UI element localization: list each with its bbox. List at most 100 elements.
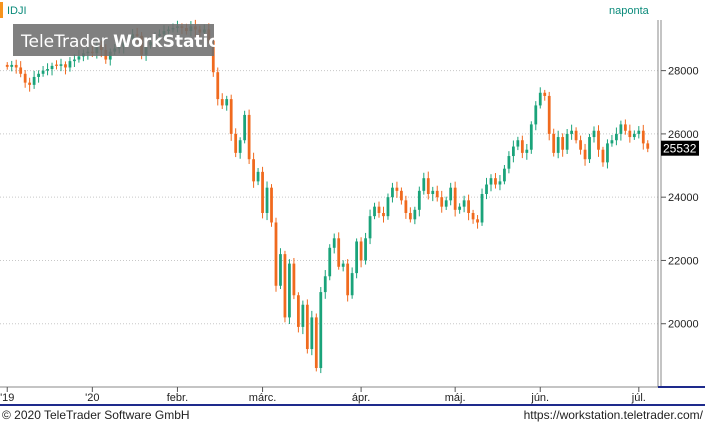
candle-body <box>229 99 233 134</box>
x-axis-labels: '19 '20 febr. márc. ápr. máj. jún. júl. <box>0 387 646 404</box>
y-tick-label: 24000 <box>668 192 699 204</box>
candle-body <box>422 178 426 191</box>
candle-body <box>400 190 403 201</box>
source-url[interactable]: https://workstation.teletrader.com/ <box>524 408 704 422</box>
candle-body <box>247 114 251 160</box>
candle-body <box>337 238 341 267</box>
watermark-text: TeleTrader WorkStation <box>20 32 232 52</box>
candlestick-series <box>5 19 650 374</box>
candle-body <box>431 190 435 195</box>
candle-body <box>55 64 58 66</box>
y-tick-label: 22000 <box>668 255 699 267</box>
candle-body <box>32 76 36 85</box>
candle-body <box>382 212 385 217</box>
candle-body <box>498 181 502 185</box>
candle-body <box>503 168 506 182</box>
y-tick-label: 28000 <box>668 66 699 78</box>
candle-body <box>426 178 430 195</box>
candle-body <box>364 238 367 261</box>
candle-body <box>395 187 399 191</box>
candle-body <box>386 197 390 217</box>
candle-body <box>5 64 9 67</box>
last-price-value: 25532 <box>663 142 697 156</box>
candle-body <box>592 130 596 138</box>
candle-body <box>283 254 287 318</box>
candle-body <box>73 59 76 62</box>
candle-body <box>274 222 278 286</box>
candle-body <box>243 114 247 141</box>
candle-body <box>265 187 269 213</box>
candle-body <box>574 130 578 141</box>
candle-body <box>632 133 636 138</box>
candle-body <box>368 216 372 239</box>
candle-body <box>319 292 323 369</box>
candle-body <box>547 95 551 134</box>
candle-body <box>59 64 63 66</box>
last-price-box <box>661 140 699 156</box>
interval-label[interactable]: naponta <box>609 5 650 17</box>
candle-body <box>623 124 627 131</box>
candle-body <box>323 276 327 293</box>
candle-body <box>494 178 497 185</box>
candle-body <box>37 73 40 77</box>
candle-body <box>641 130 645 144</box>
candle-body <box>579 140 582 150</box>
candle-body <box>211 40 215 73</box>
candle-body <box>23 73 27 83</box>
candle-body <box>350 273 354 296</box>
candle-body <box>561 137 565 150</box>
candle-body <box>538 92 542 106</box>
candle-body <box>480 194 484 223</box>
candle-body <box>332 238 336 248</box>
candle-body <box>41 70 45 74</box>
candle-body <box>252 159 255 182</box>
candle-body <box>305 304 309 350</box>
candle-body <box>288 263 291 318</box>
candle-body <box>588 137 591 160</box>
x-tick-label: júl. <box>631 392 646 404</box>
candle-body <box>417 190 421 210</box>
candle-body <box>583 149 587 160</box>
candle-body <box>471 212 475 220</box>
candle-body <box>516 140 520 147</box>
candle-body <box>359 241 363 261</box>
candle-body <box>225 99 229 106</box>
candle-body <box>328 247 332 277</box>
watermark-light: TeleTrader <box>20 32 113 52</box>
candle-body <box>346 263 350 296</box>
candle-body <box>46 69 49 71</box>
candle-body <box>314 317 318 369</box>
candle-body <box>220 99 224 106</box>
candle-body <box>261 171 264 213</box>
candle-body <box>14 64 18 68</box>
candle-body <box>270 187 273 223</box>
candle-body <box>19 67 23 74</box>
symbol-marker <box>0 2 3 18</box>
candle-body <box>64 64 67 68</box>
candle-body <box>341 263 345 267</box>
candle-body <box>279 254 282 286</box>
candle-body <box>444 200 448 207</box>
candle-body <box>238 140 242 153</box>
candle-body <box>404 200 408 213</box>
candle-body <box>355 241 359 274</box>
x-tick-label: '19 <box>0 392 14 404</box>
candle-body <box>28 82 32 85</box>
y-axis-labels: 20000 22000 24000 26000 28000 <box>661 66 699 331</box>
candle-body <box>234 133 238 153</box>
candle-body <box>310 317 314 350</box>
candle-body <box>534 105 538 125</box>
candle-body <box>628 130 632 138</box>
candle-body <box>637 130 641 134</box>
candle-body <box>619 124 623 134</box>
candle-body <box>646 143 650 149</box>
candle-body <box>440 197 444 207</box>
candle-body <box>543 92 547 96</box>
watermark-bold: WorkStation <box>113 32 232 52</box>
candle-body <box>462 200 466 207</box>
candle-body <box>556 137 560 153</box>
candle-body <box>10 64 14 67</box>
candle-body <box>435 190 439 198</box>
symbol-label[interactable]: IDJI <box>7 5 27 17</box>
